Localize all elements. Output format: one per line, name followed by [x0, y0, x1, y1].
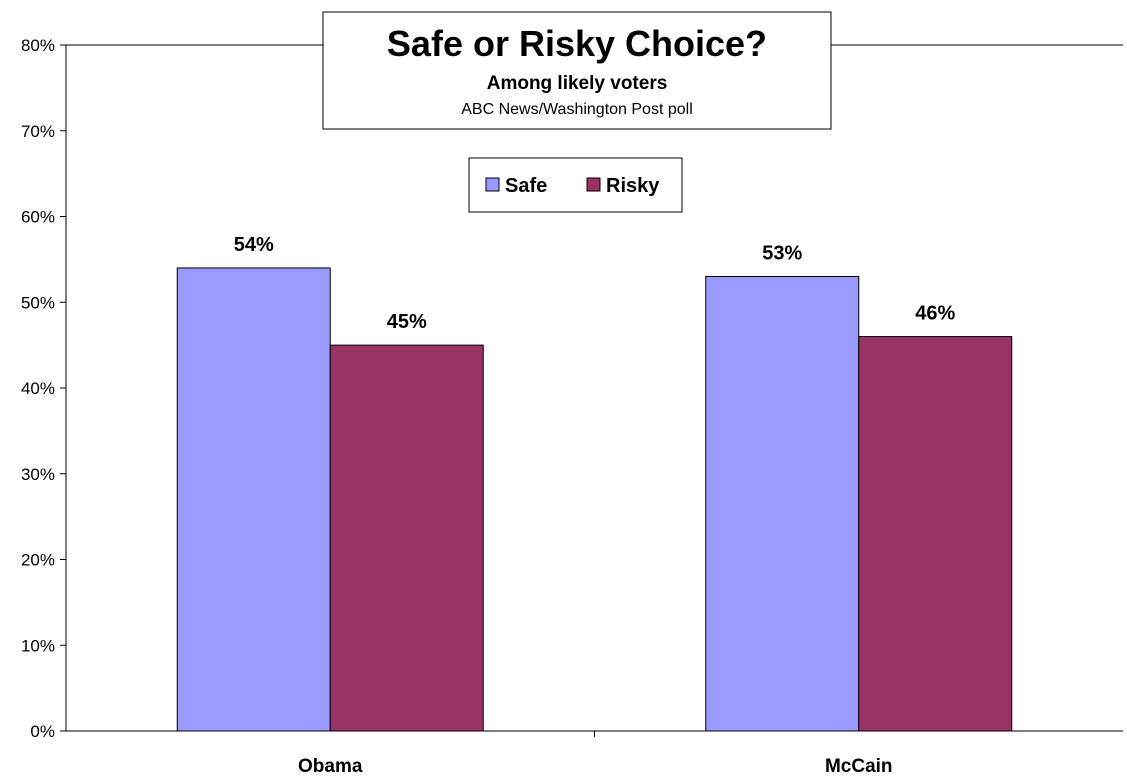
- x-category-label: McCain: [825, 756, 893, 777]
- legend-swatch-risky: [586, 177, 601, 192]
- data-label: 45%: [387, 311, 427, 333]
- y-tick-label: 10%: [21, 636, 55, 655]
- chart-subtitle: Among likely voters: [487, 73, 668, 94]
- legend: Safe Risky: [468, 157, 683, 213]
- title-box: Safe or Risky Choice? Among likely voter…: [322, 11, 832, 130]
- bar-risky-mccain: [858, 336, 1013, 732]
- y-tick-label: 60%: [21, 208, 55, 227]
- chart-source: ABC News/Washington Post poll: [461, 101, 693, 118]
- data-label: 54%: [234, 234, 274, 256]
- y-tick-label: 20%: [21, 551, 55, 570]
- legend-label-risky: Risky: [606, 175, 660, 197]
- legend-label-safe: Safe: [505, 175, 547, 197]
- y-tick-label: 50%: [21, 293, 55, 312]
- axes-layer: 0% 10% 20% 30% 40% 50% 60% 70% 80% Obama McCain: [21, 36, 1123, 777]
- legend-swatch-safe: [485, 177, 500, 192]
- y-tick-label: 30%: [21, 465, 55, 484]
- bar-safe-obama: [176, 267, 331, 732]
- data-label: 46%: [915, 303, 955, 325]
- y-tick-label: 0%: [30, 722, 55, 741]
- bar-safe-mccain: [705, 276, 860, 732]
- data-labels-layer: 54% 45% 53% 46%: [234, 234, 956, 333]
- chart-title: Safe or Risky Choice?: [387, 23, 767, 64]
- data-label: 53%: [762, 243, 802, 265]
- bars-layer: [176, 267, 1013, 732]
- y-tick-label: 80%: [21, 36, 55, 55]
- y-tick-label: 40%: [21, 379, 55, 398]
- x-category-label: Obama: [298, 756, 363, 777]
- bar-risky-obama: [329, 344, 484, 732]
- y-tick-label: 70%: [21, 122, 55, 141]
